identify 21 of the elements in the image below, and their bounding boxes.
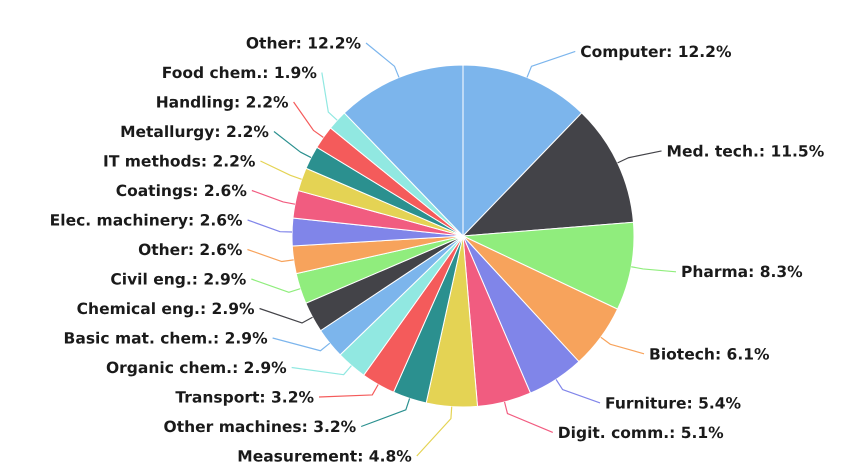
slice-label: Coatings: 2.6% [116,182,248,200]
slice-label: Metallurgy: 2.2% [120,122,270,141]
slice-label: Handling: 2.2% [156,93,290,112]
slice-label: Other: 2.6% [138,240,243,259]
slice-label: Food chem.: 1.9% [162,64,318,82]
slice-label: Transport: 3.2% [175,388,314,406]
slice-label: Furniture: 5.4% [605,394,742,412]
slice-label: Chemical eng.: 2.9% [76,300,255,318]
slice-label: Med. tech.: 11.5% [666,142,825,160]
slice-label: Computer: 12.2% [580,42,732,61]
slice-label: Elec. machinery: 2.6% [50,211,244,230]
slice-label: Measurement: 4.8% [237,447,412,466]
slice-label: Pharma: 8.3% [681,263,804,282]
slice-label: Organic chem.: 2.9% [106,358,288,377]
slice-label: Basic mat. chem.: 2.9% [64,329,268,348]
slice-label: Civil eng.: 2.9% [110,270,247,288]
slice-label: Other: 12.2% [246,34,362,52]
slice-label: Other machines: 3.2% [164,418,357,436]
slice-label: Digit. comm.: 5.1% [558,424,724,442]
slice-label: IT methods: 2.2% [103,152,256,170]
slice-label: Biotech: 6.1% [649,345,770,364]
